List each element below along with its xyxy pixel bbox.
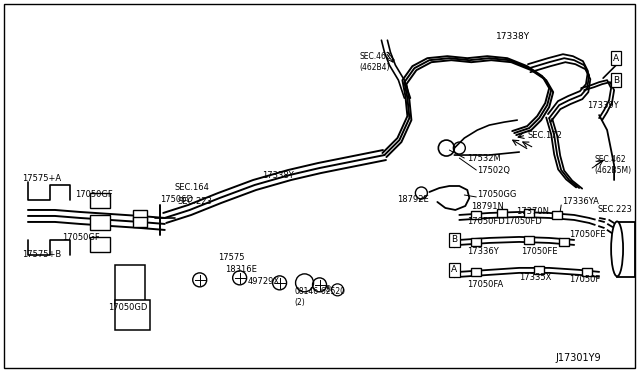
Text: B: B [451, 235, 458, 244]
Bar [471, 238, 481, 246]
Text: 17050GD: 17050GD [108, 303, 147, 312]
Text: SEC.223: SEC.223 [178, 198, 212, 206]
Text: B: B [613, 76, 619, 85]
Text: 17338Y: 17338Y [496, 32, 531, 41]
Bar [133, 210, 147, 220]
Text: 17575: 17575 [218, 253, 244, 262]
Text: 17338Y: 17338Y [262, 170, 293, 180]
Bar [552, 211, 562, 219]
Bar [534, 266, 544, 274]
Text: 17575+A: 17575+A [22, 173, 61, 183]
Text: SEC.172: SEC.172 [527, 131, 562, 140]
Text: A: A [451, 265, 458, 275]
Bar [582, 268, 592, 276]
Text: SEC.164: SEC.164 [175, 183, 210, 192]
Text: 17050GG: 17050GG [477, 190, 516, 199]
Bar [471, 211, 481, 219]
Bar [559, 238, 569, 246]
Text: 17370N: 17370N [516, 208, 549, 217]
Text: 17506D: 17506D [160, 195, 193, 205]
Text: SEC.462
(462B4): SEC.462 (462B4) [360, 52, 391, 72]
Text: 17050F: 17050F [569, 275, 600, 284]
Bar [471, 268, 481, 276]
Text: 17336YA: 17336YA [562, 198, 599, 206]
Text: 18792E: 18792E [397, 195, 429, 205]
Text: 17050FD: 17050FD [504, 218, 542, 227]
Text: 17050GF: 17050GF [75, 190, 113, 199]
Text: 17050FE: 17050FE [569, 230, 605, 240]
Text: J17301Y9: J17301Y9 [555, 353, 601, 363]
Bar [133, 217, 147, 227]
Text: 17336Y: 17336Y [467, 247, 499, 256]
Text: 17335X: 17335X [519, 273, 552, 282]
Bar [115, 265, 145, 305]
Text: 17050FE: 17050FE [521, 247, 557, 256]
Text: 17050FA: 17050FA [467, 280, 504, 289]
Text: 17050GF: 17050GF [62, 233, 100, 243]
Text: 18316E: 18316E [225, 265, 257, 275]
Ellipse shape [611, 221, 623, 276]
Bar [524, 236, 534, 244]
Bar [115, 300, 150, 330]
Bar [617, 222, 635, 277]
Text: 17502Q: 17502Q [477, 166, 510, 174]
Text: 17339Y: 17339Y [587, 100, 619, 110]
Text: 17575+B: 17575+B [22, 250, 61, 259]
Bar [497, 209, 508, 217]
Text: 18791N: 18791N [471, 202, 504, 211]
Text: A: A [613, 54, 619, 63]
Text: 49729X: 49729X [248, 278, 280, 286]
Text: SEC.223: SEC.223 [597, 205, 632, 215]
Bar [90, 193, 110, 208]
Bar [90, 237, 110, 252]
Text: 08146-62520
(2): 08146-62520 (2) [294, 287, 346, 307]
Bar [90, 215, 110, 230]
Bar [524, 209, 534, 217]
Text: ®: ® [323, 285, 332, 294]
Text: 17532M: 17532M [467, 154, 501, 163]
Text: SEC.462
(462B5M): SEC.462 (462B5M) [594, 155, 631, 175]
Text: 17050FD: 17050FD [467, 218, 505, 227]
